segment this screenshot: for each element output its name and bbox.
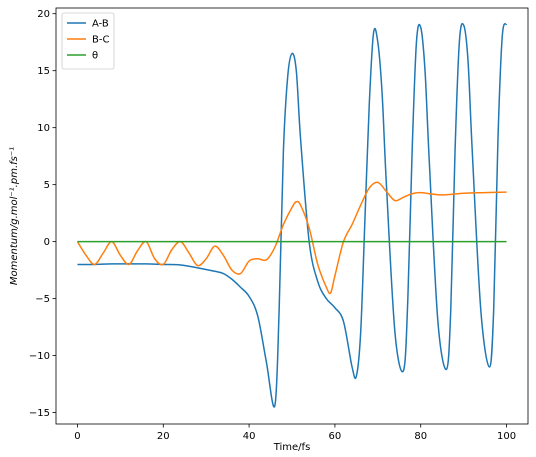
legend: A-B B-C θ — [61, 12, 115, 70]
x-tick-label: 80 — [414, 431, 427, 442]
y-axis-label: Momentum/g.mol⁻¹.pm.fs⁻¹ — [9, 147, 20, 285]
y-tick-label: 15 — [37, 66, 50, 77]
x-axis-label: Time/fs — [273, 442, 311, 453]
y-tick-label: 0 — [44, 237, 50, 248]
legend-label-1: B-C — [92, 35, 109, 46]
y-tick-label: −5 — [35, 294, 50, 305]
x-axis: 0 20 40 60 80 100 — [74, 424, 516, 442]
series-line-0 — [77, 22, 508, 408]
plot-frame — [55, 7, 529, 425]
y-tick-label: −15 — [29, 408, 50, 419]
x-tick-label: 100 — [497, 431, 516, 442]
legend-label-0: A-B — [92, 19, 109, 30]
x-tick-label: 20 — [157, 431, 170, 442]
y-tick-label: −10 — [29, 351, 50, 362]
y-tick-label: 20 — [37, 9, 50, 20]
x-tick-label: 40 — [243, 431, 256, 442]
y-tick-label: 10 — [37, 123, 50, 134]
y-axis: −15 −10 −5 0 5 10 15 20 — [29, 9, 56, 419]
legend-label-2: θ — [92, 51, 98, 62]
x-tick-label: 0 — [74, 431, 80, 442]
x-tick-label: 60 — [329, 431, 342, 442]
y-tick-label: 5 — [44, 180, 50, 191]
series-lines — [76, 22, 508, 408]
